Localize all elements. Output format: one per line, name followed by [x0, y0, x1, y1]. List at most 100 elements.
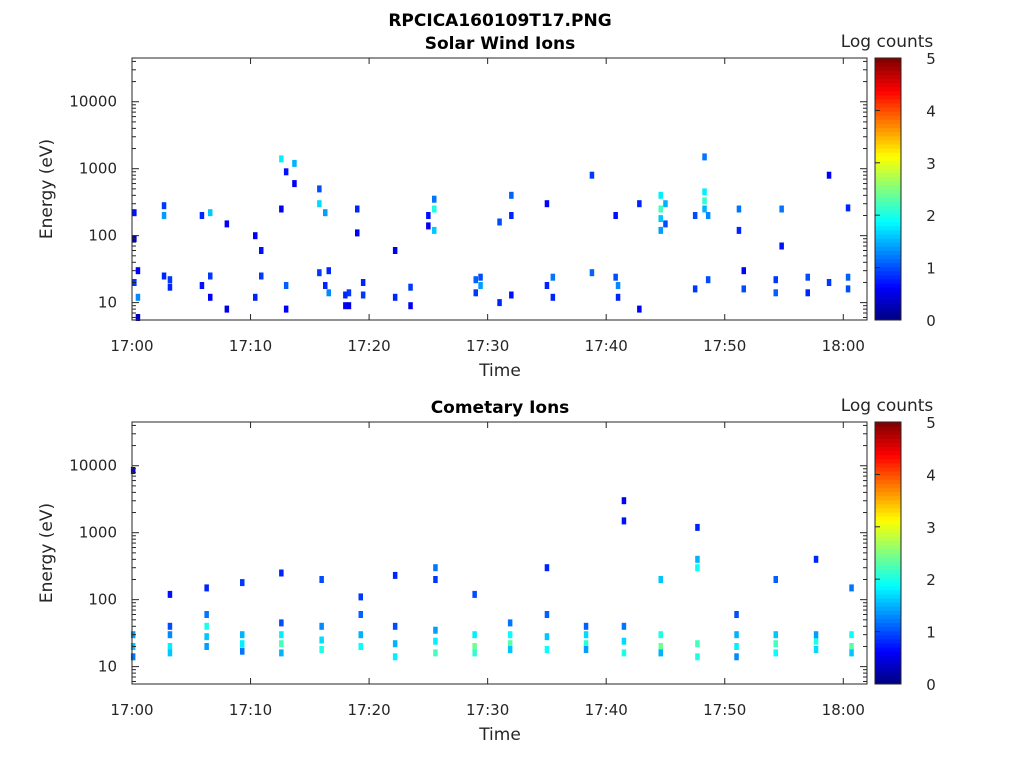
colorbar-segment: [875, 634, 901, 640]
spectrogram-cell: [773, 576, 778, 583]
colorbar-segment: [875, 127, 901, 133]
colorbar-segment: [875, 450, 901, 456]
spectrogram-cell: [845, 204, 851, 212]
spectrogram-cell: [507, 640, 513, 648]
colorbar-segment: [875, 622, 901, 628]
colorbar-segment: [875, 78, 901, 84]
colorbar-segment: [875, 659, 901, 665]
spectrogram-cell: [317, 200, 322, 208]
spectrogram-cell: [734, 653, 739, 661]
colorbar-segment: [875, 589, 901, 595]
spectrogram-cell: [161, 212, 167, 219]
colorbar-tick-label: 0: [926, 676, 936, 694]
colorbar-segment: [875, 458, 901, 464]
spectrogram-cell: [433, 626, 438, 634]
colorbar-segment: [875, 176, 901, 182]
colorbar-segment: [875, 197, 901, 202]
colorbar-segment: [875, 152, 901, 157]
spectrogram-cell: [663, 220, 668, 228]
spectrogram-cell: [845, 273, 851, 281]
spectrogram-cell: [319, 636, 324, 644]
solar-wind-plot-area: [132, 58, 867, 320]
spectrogram-cell: [326, 267, 331, 275]
colorbar-segment: [875, 499, 901, 505]
colorbar-segment: [875, 74, 901, 79]
spectrogram-cell: [433, 637, 438, 645]
spectrogram-cell: [253, 293, 258, 301]
cometary-panel: Cometary Ions 17:00 17:10 17:20 17:30 17:40 1…: [37, 396, 936, 745]
y-tick-label: 100: [88, 591, 117, 609]
spectrogram-cell: [283, 305, 289, 313]
spectrogram-cell: [279, 631, 284, 639]
spectrogram-cell: [544, 282, 550, 289]
spectrogram-cell: [773, 276, 778, 284]
solar-wind-x-ticks: 17:00 17:10 17:20 17:30 17:40 17:50 18:00: [110, 58, 865, 355]
figure-title: RPCICA160109T17.PNG: [388, 11, 611, 31]
spectrogram-cell: [355, 229, 360, 237]
spectrogram-cell: [240, 647, 245, 655]
colorbar-segment: [875, 62, 901, 67]
spectrogram-cell: [813, 555, 819, 563]
x-tick-label: 17:30: [466, 337, 509, 355]
spectrogram-cell: [658, 643, 663, 650]
colorbar-segment: [875, 475, 901, 480]
spectrogram-cell: [204, 643, 209, 650]
colorbar-segment: [875, 66, 901, 71]
spectrogram-cell: [779, 205, 784, 213]
spectrogram-cell: [695, 523, 700, 531]
spectrogram-cell: [613, 273, 618, 281]
colorbar-segment: [875, 548, 901, 554]
colorbar-segment: [875, 585, 901, 591]
colorbar-segment: [875, 262, 901, 268]
colorbar-segment: [875, 217, 901, 223]
spectrogram-cell: [637, 305, 642, 313]
colorbar-segment: [875, 115, 901, 120]
spectrogram-cell: [323, 209, 328, 217]
spectrogram-cell: [358, 593, 363, 601]
spectrogram-cell: [658, 191, 663, 199]
colorbar-segment: [875, 135, 901, 141]
spectrogram-cell: [509, 212, 514, 219]
spectrogram-cell: [167, 649, 173, 657]
colorbar-tick-label: 4: [926, 466, 936, 484]
spectrogram-cell: [544, 633, 550, 641]
spectrogram-cell: [204, 622, 209, 630]
colorbar-segment: [875, 82, 901, 88]
colorbar-segment: [875, 266, 901, 272]
spectrogram-cell: [204, 633, 209, 641]
colorbar-tick-label: 3: [926, 155, 936, 173]
spectrogram-cell: [478, 282, 483, 289]
solar-wind-colorbar-label: Log counts: [841, 32, 934, 52]
spectrogram-cell: [583, 640, 589, 648]
spectrogram-cell: [224, 305, 230, 313]
colorbar-segment: [875, 569, 901, 574]
spectrogram-cell: [734, 611, 739, 618]
cometary-plot-area: [132, 422, 867, 684]
spectrogram-cell: [472, 643, 477, 650]
spectrogram-cell: [615, 282, 621, 289]
spectrogram-cell: [695, 653, 700, 661]
colorbar-segment: [875, 577, 901, 583]
colorbar-segment: [875, 213, 901, 219]
solar-wind-y-label: Energy (eV): [37, 139, 57, 239]
spectrogram-cell: [615, 293, 621, 301]
spectrogram-cell: [658, 215, 663, 223]
colorbar-segment: [875, 553, 901, 558]
spectrogram-cell: [509, 291, 514, 299]
colorbar-segment: [875, 90, 901, 96]
spectrogram-cell: [658, 576, 663, 583]
colorbar-segment: [875, 234, 901, 239]
colorbar-segment: [875, 655, 901, 660]
spectrogram-cell: [343, 291, 348, 299]
colorbar-segment: [875, 426, 901, 431]
solar-wind-panel: Solar Wind Ions 17:00 17:10 17:20 17:30 17:4…: [37, 32, 936, 381]
solar-wind-x-label: Time: [478, 361, 521, 381]
spectrogram-cell: [392, 622, 398, 630]
colorbar-segment: [875, 557, 901, 562]
spectrogram-cell: [589, 171, 595, 179]
spectrogram-cell: [692, 285, 698, 293]
colorbar-segment: [875, 201, 901, 206]
spectrogram-cell: [805, 273, 810, 281]
colorbar-segment: [875, 479, 901, 484]
spectrogram-cell: [279, 619, 284, 627]
